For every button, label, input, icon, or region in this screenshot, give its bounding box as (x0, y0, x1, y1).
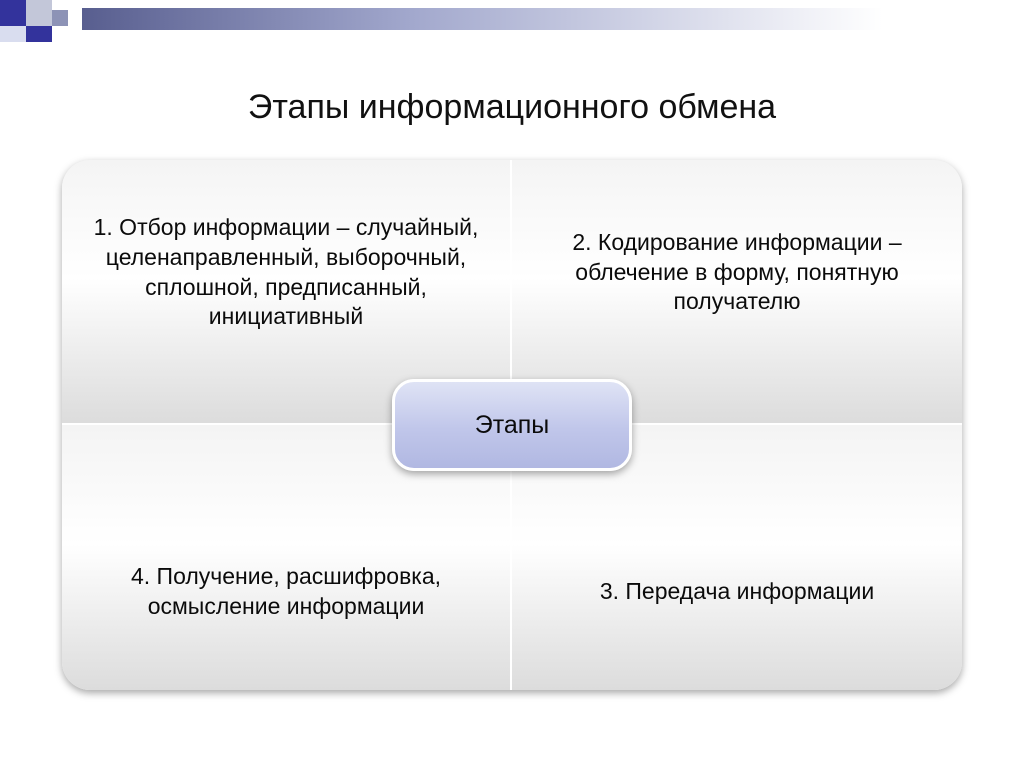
decor-header (0, 0, 1024, 42)
decor-gradient-bar (82, 8, 1024, 30)
cell-text: 1. Отбор информации – случайный, целенап… (92, 213, 480, 333)
decor-square (26, 26, 52, 42)
center-badge: Этапы (392, 379, 632, 471)
matrix-diagram: 1. Отбор информации – случайный, целенап… (62, 160, 962, 690)
decor-square (52, 10, 68, 26)
cell-text: 2. Кодирование информации – облечение в … (542, 228, 932, 318)
decor-squares-icon (0, 0, 82, 42)
cell-text: 4. Получение, расшифровка, осмысление ин… (92, 562, 480, 622)
slide-title: Этапы информационного обмена (248, 88, 776, 127)
decor-square (0, 26, 26, 42)
cell-text: 3. Передача информации (600, 577, 874, 607)
center-label: Этапы (475, 411, 550, 440)
decor-square (0, 0, 26, 26)
decor-square (26, 0, 52, 26)
